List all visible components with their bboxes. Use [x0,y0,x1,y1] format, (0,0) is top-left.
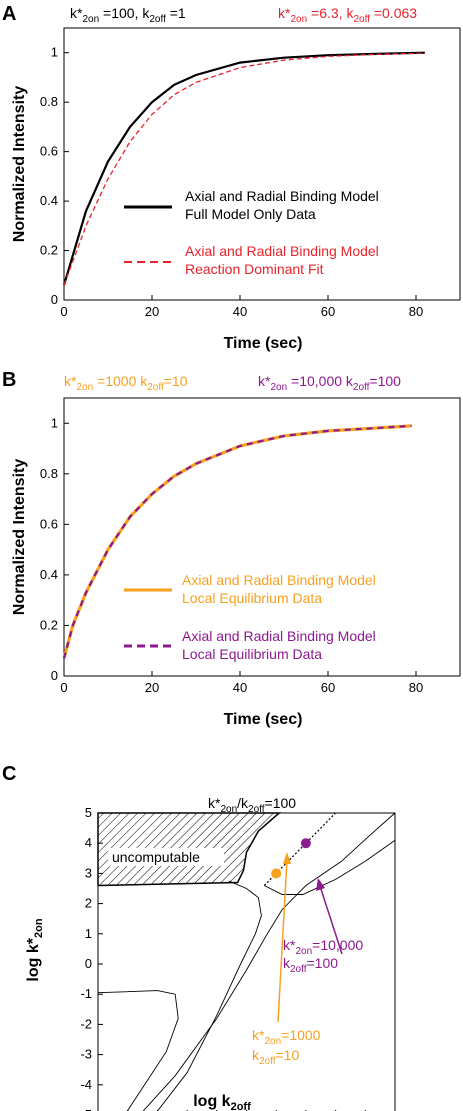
y-tick-label: -5 [80,1107,92,1111]
panel-c-ylabel: log k*2on [25,918,45,981]
legend-b-orange-line2: Local Equilibrium Data [182,590,322,606]
legend-a-red-line2: Reaction Dominant Fit [185,261,324,277]
series-full-model [62,51,425,286]
series-reaction-dominant [63,52,425,286]
panel-b-xlabel: Time (sec) [224,711,303,728]
legend-a-black-line1: Axial and Radial Binding Model [185,188,379,204]
panel-b-axes: 0 20 40 60 80 0 0.2 0.4 0.6 0.8 1 [40,415,423,695]
y-tick-label: 0.2 [40,243,58,258]
panel-b-ylabel: Normalized Intensity [11,459,28,616]
y-tick-label: -3 [80,1047,92,1062]
y-tick-label: -1 [80,986,92,1001]
panel-c-points [271,838,311,879]
panel-c-xlabel: log k2off [193,1093,251,1111]
annot-orange-line2: k2off=10 [252,1047,299,1067]
contour-line [264,839,396,895]
legend-b-orange-line1: Axial and Radial Binding Model [182,572,376,588]
panel-c-letter: C [2,763,16,785]
panel-b-legend: Axial and Radial Binding Model Local Equ… [124,572,376,662]
y-tick-label: 0.4 [40,193,58,208]
panel-a-params-right: k*2on =6.3, k2off =0.063 [278,5,417,25]
contour-line [142,812,396,1111]
y-tick-label: 0 [51,292,58,307]
y-tick-label: 1 [85,926,92,941]
annot-orange-line1: k*2on=1000 [252,1027,321,1047]
y-tick-label: 0.8 [40,94,58,109]
x-tick-label: 40 [233,304,247,319]
x-tick-label: 0 [60,680,67,695]
panel-a: A k*2on =100, k2off =1 k*2on =6.3, k2off… [2,3,461,352]
point-orange [271,868,282,879]
x-tick-label: 40 [233,680,247,695]
panel-b-params-left: k*2on =1000 k2off=10 [64,373,188,393]
x-tick-label: 0 [60,304,67,319]
purple-arrow-head [316,878,325,891]
legend-b-purple-line2: Local Equilibrium Data [182,646,322,662]
y-tick-label: 0.4 [40,567,58,582]
orange-arrow-head [283,852,291,864]
panel-b-frame [63,397,461,677]
legend-a-red-line1: Axial and Radial Binding Model [185,243,379,259]
panel-b: B k*2on =1000 k2off=10 k*2on =10,000 k2o… [2,369,461,728]
panel-a-xlabel: Time (sec) [224,335,303,352]
legend-a-black-line2: Full Model Only Data [185,206,316,222]
y-tick-label: 2 [85,896,92,911]
panel-a-legend: Axial and Radial Binding Model Full Mode… [124,188,379,277]
annot-purple-line1: k*2on=10,000 [283,937,363,957]
contour-line [97,990,179,1111]
x-tick-label: 80 [409,680,423,695]
orange-arrow [277,859,288,1023]
y-tick-label: -2 [80,1016,92,1031]
y-tick-label: 0 [51,668,58,683]
y-tick-label: 1 [51,415,58,430]
x-tick-label: 60 [321,304,335,319]
purple-arrow [319,885,343,955]
panel-c: C k*2on/k2off=100 uncomputable -5 -4 -3 -2 -… [2,763,396,1111]
contour-line [156,880,262,1111]
panel-c-title: k*2on/k2off=100 [208,795,296,815]
uncomputable-label-bg [108,848,224,866]
y-tick-label: 0.8 [40,466,58,481]
panel-a-ylabel: Normalized Intensity [11,86,28,243]
panel-a-params-left: k*2on =100, k2off =1 [70,5,186,25]
panel-b-letter: B [2,369,16,391]
y-tick-label: 3 [85,865,92,880]
y-tick-label: 0.6 [40,516,58,531]
point-purple [300,838,311,849]
x-tick-label: 60 [321,680,335,695]
series-local-eq-purple [62,424,412,659]
panel-a-frame [63,27,461,301]
uncomputable-label: uncomputable [112,849,200,865]
x-tick-label: 20 [145,680,159,695]
panel-b-params-right: k*2on =10,000 k2off=100 [258,373,401,393]
y-tick-label: -4 [80,1077,92,1092]
y-tick-label: 4 [85,835,92,850]
annot-purple-line2: k2off=100 [283,955,338,975]
y-tick-label: 0.6 [40,144,58,159]
y-tick-label: 1 [51,45,58,60]
x-tick-label: 80 [409,304,423,319]
series-local-eq-orange [62,424,412,659]
panel-b-series [62,424,412,659]
legend-b-purple-line1: Axial and Radial Binding Model [182,628,376,644]
y-tick-label: 0 [85,956,92,971]
y-tick-label: 5 [85,805,92,820]
y-tick-label: 0.2 [40,617,58,632]
panel-a-letter: A [2,3,16,25]
panel-a-axes: 0 20 40 60 80 0 0.2 0.4 0.6 0.8 1 [40,45,423,319]
x-tick-label: 20 [145,304,159,319]
panel-a-series [62,51,425,286]
